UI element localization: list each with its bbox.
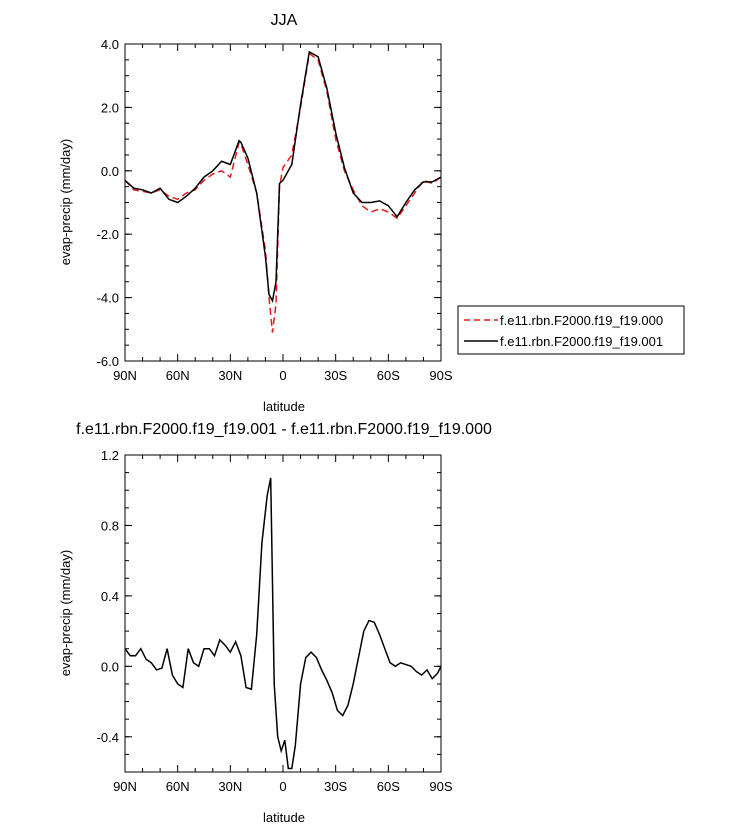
x-tick-label: 90N [113, 779, 137, 794]
tick-group: 90N 60N 30N 0 30S 60S 90S 4.0 2.0 0.0 -2.0 -4.0 -6.0 [97, 37, 453, 383]
y-tick-label: -6.0 [97, 354, 119, 369]
y-tick-label: 1.2 [101, 448, 119, 463]
plot-frame [124, 454, 442, 773]
x-tick-label: 30S [324, 779, 347, 794]
y-tick-label: 0.8 [101, 518, 119, 533]
y-tick-label: 2.0 [101, 100, 119, 115]
chart-panel-difference: f.e11.rbn.F2000.f19_f19.001 - f.e11.rbn.… [58, 421, 492, 825]
x-tick-label: 90S [429, 368, 452, 383]
x-tick-label: 60S [377, 779, 400, 794]
legend-box [457, 305, 685, 355]
legend: f.e11.rbn.F2000.f19_f19.000 f.e11.rbn.F2… [457, 305, 685, 355]
y-tick-label: -2.0 [97, 227, 119, 242]
x-tick-label: 0 [279, 779, 286, 794]
plot-frame [124, 43, 442, 362]
x-tick-label: 0 [279, 368, 286, 383]
chart-title: f.e11.rbn.F2000.f19_f19.001 - f.e11.rbn.… [76, 421, 492, 438]
series-line-0 [124, 477, 442, 770]
chart-title: JJA [271, 12, 298, 29]
series-line-0 [124, 52, 442, 333]
x-tick-label: 60S [377, 368, 400, 383]
x-tick-label: 90N [113, 368, 137, 383]
legend-label-series-001: f.e11.rbn.F2000.f19_f19.001 [500, 334, 663, 349]
series-group [124, 477, 442, 770]
x-tick-label: 60N [166, 368, 190, 383]
y-tick-label: 0.0 [101, 164, 119, 179]
x-tick-label: 30N [218, 368, 242, 383]
y-tick-label: -4.0 [97, 291, 119, 306]
y-axis-label: evap-precip (mm/day) [58, 139, 73, 265]
y-tick-label: -0.4 [97, 730, 119, 745]
y-axis-label: evap-precip (mm/day) [58, 550, 73, 676]
series-line-1 [124, 50, 442, 304]
x-axis-label: latitude [263, 399, 305, 414]
x-axis-label: latitude [263, 810, 305, 825]
y-tick-label: 0.0 [101, 659, 119, 674]
y-tick-label: 4.0 [101, 37, 119, 52]
tick-group: 90N 60N 30N 0 30S 60S 90S 1.2 0.8 0.4 0.0 -0.4 [97, 448, 453, 794]
x-tick-label: 60N [166, 779, 190, 794]
x-tick-label: 30N [218, 779, 242, 794]
series-group [124, 50, 442, 333]
x-tick-label: 90S [429, 779, 452, 794]
chart-panel-jja: JJA 90N 60N 30N 0 30S 60S 90S 4.0 2.0 0.0 -2.0 -4.0… [58, 12, 453, 414]
y-tick-label: 0.4 [101, 589, 119, 604]
legend-label-series-000: f.e11.rbn.F2000.f19_f19.000 [500, 313, 663, 328]
x-tick-label: 30S [324, 368, 347, 383]
